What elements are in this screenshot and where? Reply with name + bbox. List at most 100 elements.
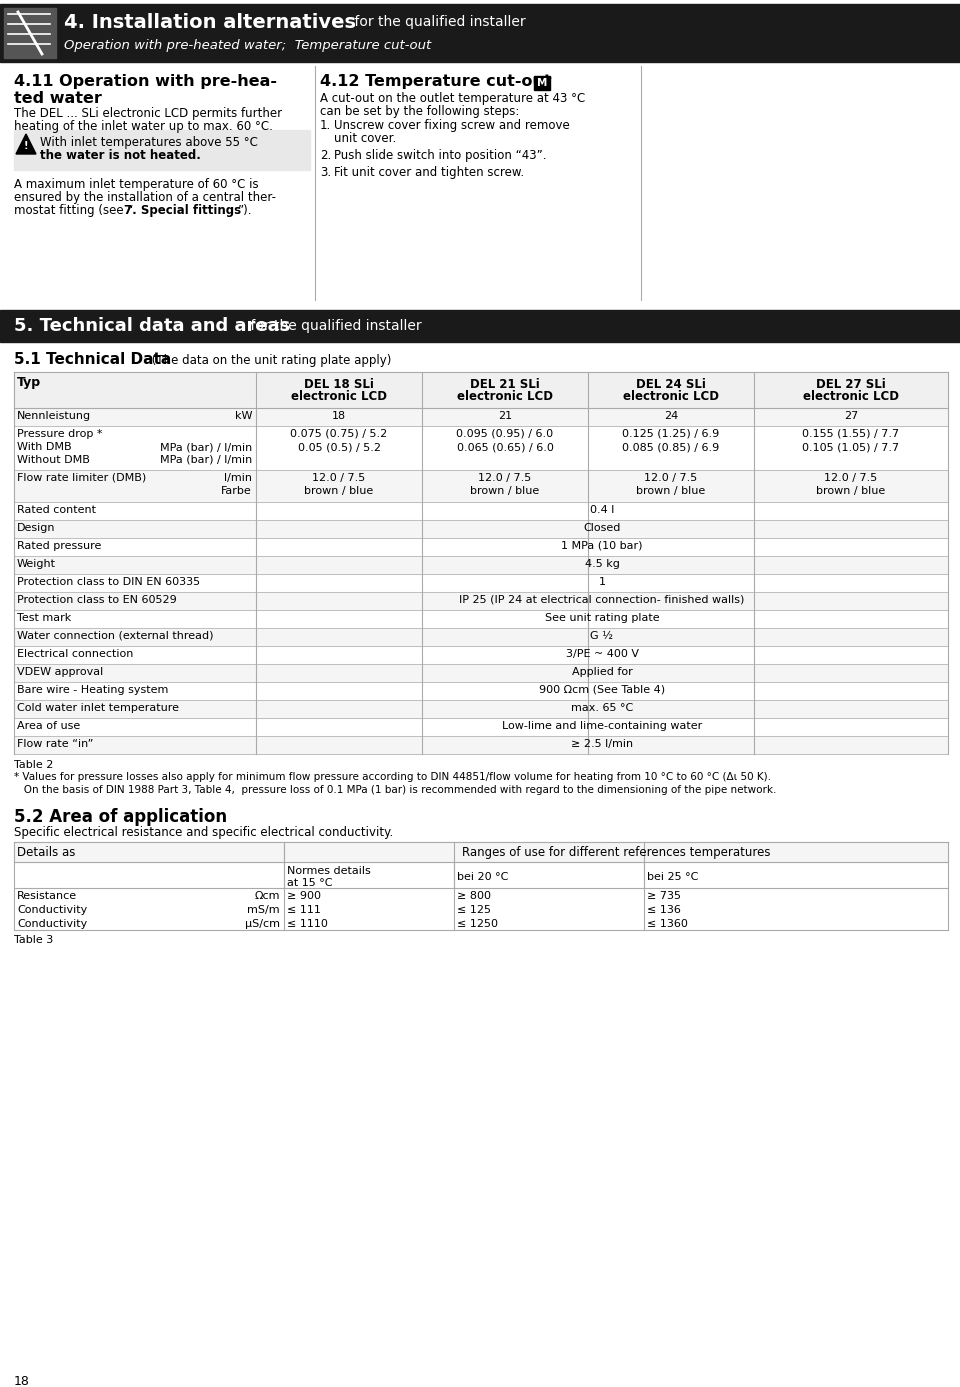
- Text: Weight: Weight: [17, 559, 56, 569]
- Text: 0.095 (0.95) / 6.0: 0.095 (0.95) / 6.0: [456, 429, 554, 440]
- Bar: [14, 664, 948, 682]
- Text: l/min: l/min: [224, 473, 252, 483]
- Text: Area of use: Area of use: [17, 721, 81, 731]
- Bar: [4, 8, 56, 58]
- Text: 21: 21: [498, 411, 512, 422]
- Text: ≤ 1110: ≤ 1110: [287, 920, 328, 929]
- Text: 4. Installation alternatives: 4. Installation alternatives: [64, 12, 356, 32]
- Text: 0.105 (1.05) / 7.7: 0.105 (1.05) / 7.7: [803, 442, 900, 452]
- Text: for the qualified installer: for the qualified installer: [350, 15, 526, 29]
- Text: Ωcm: Ωcm: [254, 890, 280, 902]
- Text: 0.085 (0.85) / 6.9: 0.085 (0.85) / 6.9: [622, 442, 720, 452]
- Bar: [14, 408, 948, 426]
- Text: ≤ 111: ≤ 111: [287, 904, 321, 915]
- Bar: [14, 736, 948, 755]
- Text: electronic LCD: electronic LCD: [457, 390, 553, 404]
- Text: Flow rate “in”: Flow rate “in”: [17, 739, 93, 749]
- Text: With inlet temperatures above 55 °C: With inlet temperatures above 55 °C: [40, 136, 258, 148]
- Text: ≤ 125: ≤ 125: [457, 904, 491, 915]
- Text: heating of the inlet water up to max. 60 °C.: heating of the inlet water up to max. 60…: [14, 121, 273, 133]
- Text: ≥ 735: ≥ 735: [647, 890, 681, 902]
- Text: bei 25 °C: bei 25 °C: [647, 872, 698, 882]
- Text: Electrical connection: Electrical connection: [17, 649, 133, 659]
- Text: 18: 18: [332, 411, 346, 422]
- Text: Operation with pre-heated water;  Temperature cut-out: Operation with pre-heated water; Tempera…: [64, 39, 431, 53]
- Text: for the qualified installer: for the qualified installer: [246, 319, 421, 333]
- Text: ted water: ted water: [14, 92, 102, 105]
- Text: Normes details
at 15 °C: Normes details at 15 °C: [287, 865, 371, 888]
- Text: 5.2 Area of application: 5.2 Area of application: [14, 809, 228, 827]
- Text: brown / blue: brown / blue: [816, 485, 886, 497]
- Text: MPa (bar) / l/min: MPa (bar) / l/min: [159, 455, 252, 465]
- Bar: [14, 700, 948, 718]
- Text: A cut-out on the outlet temperature at 43 °C: A cut-out on the outlet temperature at 4…: [320, 92, 586, 105]
- Text: Details as: Details as: [17, 846, 76, 859]
- Text: The DEL ... SLi electronic LCD permits further: The DEL ... SLi electronic LCD permits f…: [14, 107, 282, 121]
- Text: DEL 18 SLi: DEL 18 SLi: [304, 379, 374, 391]
- Text: 900 Ωcm (See Table 4): 900 Ωcm (See Table 4): [539, 685, 665, 695]
- Text: 12.0 / 7.5: 12.0 / 7.5: [312, 473, 366, 483]
- Text: 2.: 2.: [320, 148, 331, 162]
- Bar: [14, 470, 948, 502]
- Text: Cold water inlet temperature: Cold water inlet temperature: [17, 703, 179, 713]
- Text: 1 MPa (10 bar): 1 MPa (10 bar): [562, 541, 643, 551]
- Text: ≤ 1250: ≤ 1250: [457, 920, 498, 929]
- Bar: [534, 76, 550, 90]
- Text: Flow rate limiter (DMB): Flow rate limiter (DMB): [17, 473, 146, 483]
- Text: Conductivity: Conductivity: [17, 904, 87, 915]
- Text: Table 2: Table 2: [14, 760, 54, 770]
- Text: max. 65 °C: max. 65 °C: [571, 703, 634, 713]
- Text: M: M: [537, 78, 547, 87]
- Text: Farbe: Farbe: [221, 485, 252, 497]
- Text: Water connection (external thread): Water connection (external thread): [17, 631, 213, 641]
- Text: Ranges of use for different references temperatures: Ranges of use for different references t…: [462, 846, 770, 859]
- Text: brown / blue: brown / blue: [636, 485, 706, 497]
- Text: 1: 1: [598, 577, 606, 587]
- Text: !: !: [24, 141, 28, 151]
- Text: DEL 24 SLi: DEL 24 SLi: [636, 379, 706, 391]
- Text: MPa (bar) / l/min: MPa (bar) / l/min: [159, 442, 252, 452]
- Text: the water is not heated.: the water is not heated.: [40, 148, 201, 162]
- Text: Specific electrical resistance and specific electrical conductivity.: Specific electrical resistance and speci…: [14, 827, 394, 839]
- Text: DEL 21 SLi: DEL 21 SLi: [470, 379, 540, 391]
- Text: 3.: 3.: [320, 166, 331, 179]
- Text: 0.05 (0.5) / 5.2: 0.05 (0.5) / 5.2: [298, 442, 380, 452]
- Text: ≤ 136: ≤ 136: [647, 904, 681, 915]
- Text: 0.125 (1.25) / 6.9: 0.125 (1.25) / 6.9: [622, 429, 720, 440]
- Text: See unit rating plate: See unit rating plate: [544, 613, 660, 623]
- Text: IP 25 (IP 24 at electrical connection- finished walls): IP 25 (IP 24 at electrical connection- f…: [459, 595, 745, 605]
- Text: unit cover.: unit cover.: [334, 132, 396, 146]
- Bar: [14, 520, 948, 538]
- Text: * Values for pressure losses also apply for minimum flow pressure according to D: * Values for pressure losses also apply …: [14, 773, 771, 782]
- Text: 1.: 1.: [320, 119, 331, 132]
- Text: Conductivity: Conductivity: [17, 920, 87, 929]
- Text: Without DMB: Without DMB: [17, 455, 90, 465]
- Text: Table 3: Table 3: [14, 935, 53, 945]
- Text: Bare wire - Heating system: Bare wire - Heating system: [17, 685, 168, 695]
- Text: 0.4 l: 0.4 l: [589, 505, 614, 515]
- Text: can be set by the following steps:: can be set by the following steps:: [320, 105, 519, 118]
- Bar: [0, 311, 960, 343]
- Text: Low-lime and lime-containing water: Low-lime and lime-containing water: [502, 721, 702, 731]
- Text: Rated pressure: Rated pressure: [17, 541, 102, 551]
- Text: 0.155 (1.55) / 7.7: 0.155 (1.55) / 7.7: [803, 429, 900, 440]
- Text: Applied for: Applied for: [571, 667, 633, 677]
- Text: (The data on the unit rating plate apply): (The data on the unit rating plate apply…: [148, 354, 392, 368]
- Text: Rated content: Rated content: [17, 505, 96, 515]
- Text: With DMB: With DMB: [17, 442, 72, 452]
- Text: mS/m: mS/m: [248, 904, 280, 915]
- Text: 4.5 kg: 4.5 kg: [585, 559, 619, 569]
- Text: Test mark: Test mark: [17, 613, 71, 623]
- Bar: [14, 372, 948, 408]
- Text: 4.12 Temperature cut-out: 4.12 Temperature cut-out: [320, 74, 557, 89]
- Text: Protection class to DIN EN 60335: Protection class to DIN EN 60335: [17, 577, 200, 587]
- Bar: [14, 628, 948, 646]
- Text: 12.0 / 7.5: 12.0 / 7.5: [825, 473, 877, 483]
- Text: On the basis of DIN 1988 Part 3, Table 4,  pressure loss of 0.1 MPa (1 bar) is r: On the basis of DIN 1988 Part 3, Table 4…: [14, 785, 777, 795]
- Text: A maximum inlet temperature of 60 °C is: A maximum inlet temperature of 60 °C is: [14, 178, 258, 191]
- Text: DEL 27 SLi: DEL 27 SLi: [816, 379, 886, 391]
- Text: ≥ 2.5 l/min: ≥ 2.5 l/min: [571, 739, 633, 749]
- Text: Closed: Closed: [584, 523, 621, 533]
- Text: Fit unit cover and tighten screw.: Fit unit cover and tighten screw.: [334, 166, 524, 179]
- Text: 0.075 (0.75) / 5.2: 0.075 (0.75) / 5.2: [290, 429, 388, 440]
